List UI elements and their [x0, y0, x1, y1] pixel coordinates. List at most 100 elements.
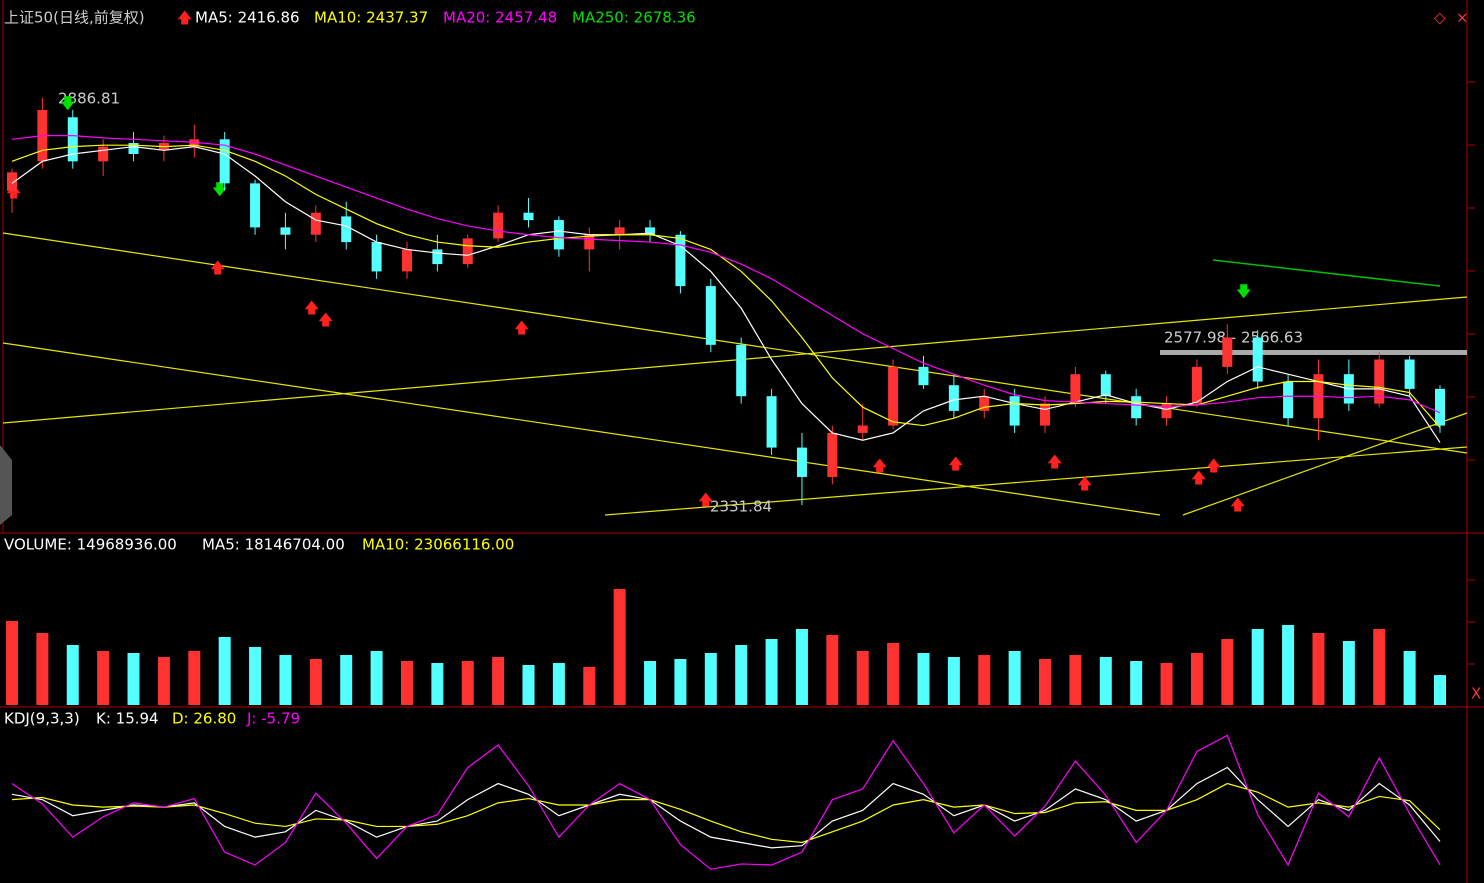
volume-bar: [157, 657, 170, 705]
volume-bar: [492, 657, 505, 705]
volume-bar: [431, 663, 444, 705]
candle-body: [401, 249, 412, 272]
volume-bar: [400, 661, 413, 705]
candle-body: [128, 142, 139, 154]
volume-bar: [97, 651, 110, 705]
volume-bar: [36, 633, 49, 705]
volume-bar: [249, 647, 262, 705]
candle-body: [766, 396, 777, 448]
candle-body: [888, 366, 899, 426]
candle-body: [1040, 403, 1051, 426]
volume-bar: [218, 637, 231, 705]
svg-text:🡅: 🡅: [210, 259, 225, 277]
candle-body: [1222, 337, 1233, 367]
candle-body: [250, 183, 261, 228]
volume-bar: [127, 653, 140, 705]
svg-text:🡅: 🡅: [514, 319, 529, 337]
volume-bar: [613, 589, 626, 705]
svg-text:🡇: 🡇: [60, 95, 75, 113]
candle-body: [1131, 396, 1142, 419]
legend-title: VOLUME: 14968936.00: [4, 536, 177, 554]
annotation: 2331.84: [710, 498, 772, 516]
candle-body: [189, 139, 200, 147]
ma-line: [11, 144, 1441, 428]
side-toggle[interactable]: [0, 445, 12, 525]
candle-body: [341, 216, 352, 243]
volume-bar: [644, 661, 657, 705]
candle-body: [1374, 359, 1385, 404]
candle-body: [67, 117, 78, 162]
svg-text:🡅: 🡅: [1047, 453, 1062, 471]
candle-body: [493, 212, 504, 239]
volume-bar: [1403, 651, 1416, 705]
kdj-line: [11, 782, 1441, 844]
legend-item: MA250: 2678.36: [572, 9, 696, 27]
kdj-line: [11, 766, 1441, 849]
candle-body: [1283, 381, 1294, 419]
volume-bar: [765, 639, 778, 705]
svg-text:🡅: 🡅: [698, 491, 713, 509]
candle-body: [1252, 337, 1263, 382]
candle-body: [645, 227, 656, 235]
volume-bar: [856, 651, 869, 705]
svg-text:🡅: 🡅: [948, 455, 963, 473]
volume-bar: [583, 667, 596, 705]
volume-bar: [1312, 633, 1325, 705]
volume-bar: [978, 655, 991, 705]
legend-item: D: 26.80: [172, 710, 236, 728]
svg-text:🡅: 🡅: [1230, 496, 1245, 514]
candle-body: [614, 227, 625, 235]
volume-bar: [1434, 675, 1446, 705]
legend-item: MA5: 18146704.00: [202, 536, 345, 554]
candle-body: [736, 344, 747, 397]
candle-body: [371, 242, 382, 272]
volume-bar: [461, 661, 474, 705]
close-icon[interactable]: ×: [1456, 9, 1469, 27]
candle-body: [979, 396, 990, 411]
candle-body: [432, 249, 443, 265]
candle-body: [553, 220, 564, 250]
volume-bar: [6, 621, 18, 705]
volume-bar: [340, 655, 353, 705]
diamond-icon[interactable]: ◇: [1434, 9, 1446, 27]
volume-bar: [887, 643, 900, 705]
candle-body: [1191, 366, 1202, 404]
candle-body: [1070, 374, 1081, 404]
volume-bar: [1099, 657, 1112, 705]
volume-bar: [552, 663, 565, 705]
candle-body: [1435, 388, 1445, 426]
volume-bar: [1373, 629, 1386, 705]
ma-line: [11, 135, 1441, 414]
legend-item: K: 15.94: [96, 710, 159, 728]
volume-bar: [826, 635, 839, 705]
candle-body: [523, 212, 534, 221]
right-axis-ticks: [1467, 81, 1475, 665]
svg-text:🡅: 🡅: [304, 299, 319, 317]
close-icon[interactable]: X: [1471, 685, 1481, 703]
legend-arrow: 🡅: [177, 9, 192, 27]
volume-bar: [704, 653, 717, 705]
candle-body: [948, 385, 959, 411]
volume-bar: [947, 657, 960, 705]
annotation: 2577.98 - 2566.63: [1164, 329, 1303, 347]
candle-body: [1100, 374, 1111, 397]
candle-body: [310, 212, 321, 235]
svg-text:🡅: 🡅: [1077, 475, 1092, 493]
candle-body: [1009, 396, 1020, 426]
svg-text:🡅: 🡅: [318, 311, 333, 329]
candle-body: [827, 432, 838, 477]
signal-arrows: 🡅🡅🡅 🡅 🡅🡅 🡅 🡅 🡅 🡅 🡅🡅 🡅 🡇🡇🡇: [6, 95, 1251, 514]
candle-body: [462, 238, 473, 265]
volume-bar: [309, 659, 322, 705]
volume-bar: [1282, 625, 1295, 705]
legend-item: MA10: 2437.37: [314, 9, 428, 27]
volume-bar: [1069, 655, 1082, 705]
candle-body: [1404, 359, 1415, 389]
volume-bar: [370, 651, 383, 705]
trend-lines: [2, 232, 1468, 516]
legend-title: 上证50(日线,前复权): [4, 9, 145, 27]
volume-bar: [279, 655, 292, 705]
